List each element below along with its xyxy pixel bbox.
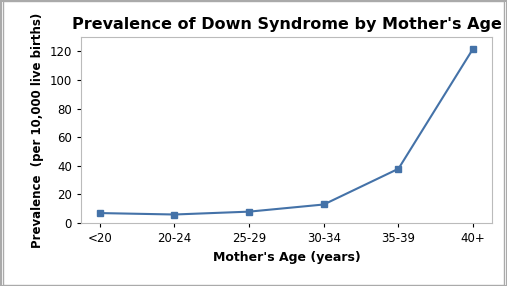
X-axis label: Mother's Age (years): Mother's Age (years) bbox=[212, 251, 360, 264]
Y-axis label: Prevalence  (per 10,000 live births): Prevalence (per 10,000 live births) bbox=[31, 13, 44, 248]
Title: Prevalence of Down Syndrome by Mother's Age: Prevalence of Down Syndrome by Mother's … bbox=[71, 17, 501, 32]
